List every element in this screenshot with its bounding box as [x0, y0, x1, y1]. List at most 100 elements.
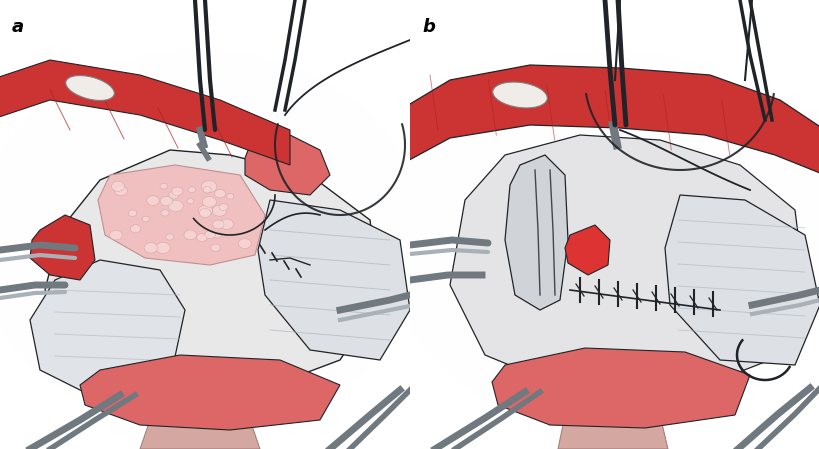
Ellipse shape: [198, 205, 212, 216]
Ellipse shape: [0, 49, 424, 431]
Ellipse shape: [147, 196, 159, 205]
Ellipse shape: [111, 181, 124, 191]
Ellipse shape: [156, 242, 170, 254]
Polygon shape: [140, 415, 260, 449]
Ellipse shape: [423, 81, 796, 399]
Ellipse shape: [203, 187, 211, 193]
Ellipse shape: [514, 158, 705, 321]
Ellipse shape: [172, 187, 183, 196]
Ellipse shape: [482, 131, 737, 349]
Ellipse shape: [219, 219, 233, 229]
Ellipse shape: [56, 118, 344, 362]
Polygon shape: [664, 195, 819, 365]
Polygon shape: [30, 215, 95, 280]
Ellipse shape: [13, 81, 387, 399]
Ellipse shape: [492, 140, 726, 340]
Ellipse shape: [212, 205, 226, 216]
Ellipse shape: [66, 127, 333, 353]
Ellipse shape: [433, 90, 785, 390]
Ellipse shape: [519, 163, 699, 317]
Ellipse shape: [18, 86, 381, 394]
Ellipse shape: [88, 145, 311, 335]
Ellipse shape: [503, 150, 716, 330]
Ellipse shape: [0, 67, 403, 413]
Ellipse shape: [165, 234, 174, 240]
Ellipse shape: [201, 180, 216, 193]
Ellipse shape: [130, 224, 141, 233]
Ellipse shape: [39, 104, 360, 376]
Ellipse shape: [110, 230, 122, 240]
Ellipse shape: [169, 191, 179, 199]
Ellipse shape: [219, 203, 228, 211]
Ellipse shape: [438, 95, 780, 385]
Ellipse shape: [210, 244, 220, 251]
Ellipse shape: [486, 136, 731, 344]
Ellipse shape: [497, 145, 721, 335]
Polygon shape: [400, 65, 819, 175]
Ellipse shape: [0, 63, 408, 417]
Ellipse shape: [412, 72, 807, 408]
Ellipse shape: [226, 194, 233, 199]
Ellipse shape: [401, 63, 817, 417]
Ellipse shape: [29, 95, 370, 385]
Ellipse shape: [187, 198, 193, 204]
Ellipse shape: [142, 216, 149, 221]
Ellipse shape: [428, 86, 790, 394]
Ellipse shape: [7, 76, 392, 404]
Ellipse shape: [202, 197, 216, 207]
Ellipse shape: [214, 232, 221, 238]
Ellipse shape: [205, 230, 215, 239]
Ellipse shape: [238, 239, 251, 249]
Ellipse shape: [396, 58, 819, 422]
Ellipse shape: [199, 208, 210, 217]
Ellipse shape: [115, 186, 127, 196]
Ellipse shape: [406, 67, 812, 413]
Ellipse shape: [144, 242, 157, 253]
Ellipse shape: [66, 75, 114, 101]
Ellipse shape: [385, 49, 819, 431]
Ellipse shape: [0, 53, 419, 427]
Ellipse shape: [524, 167, 695, 313]
Ellipse shape: [2, 72, 397, 408]
Text: b: b: [422, 18, 434, 36]
Ellipse shape: [110, 163, 290, 317]
Ellipse shape: [492, 82, 546, 108]
Polygon shape: [30, 260, 185, 400]
Ellipse shape: [93, 150, 306, 330]
Ellipse shape: [115, 167, 285, 313]
Ellipse shape: [391, 53, 819, 427]
Ellipse shape: [161, 196, 172, 206]
Ellipse shape: [51, 113, 349, 367]
Ellipse shape: [125, 177, 274, 303]
Ellipse shape: [471, 122, 748, 358]
Ellipse shape: [212, 220, 224, 229]
Ellipse shape: [128, 210, 137, 216]
Ellipse shape: [72, 131, 328, 349]
Ellipse shape: [34, 99, 365, 381]
Polygon shape: [557, 410, 667, 449]
Ellipse shape: [160, 183, 167, 189]
Ellipse shape: [45, 108, 355, 372]
Polygon shape: [45, 150, 379, 390]
Text: a: a: [12, 18, 24, 36]
Ellipse shape: [417, 76, 802, 404]
Ellipse shape: [83, 140, 317, 340]
Polygon shape: [450, 135, 804, 395]
Polygon shape: [491, 348, 749, 428]
Polygon shape: [0, 60, 290, 165]
Polygon shape: [98, 165, 265, 265]
Ellipse shape: [77, 136, 322, 344]
Ellipse shape: [98, 154, 301, 326]
Ellipse shape: [541, 181, 678, 299]
Polygon shape: [505, 155, 568, 310]
Ellipse shape: [444, 99, 775, 381]
Polygon shape: [80, 355, 340, 430]
Polygon shape: [245, 135, 329, 195]
Ellipse shape: [215, 189, 225, 198]
Ellipse shape: [476, 127, 743, 353]
Ellipse shape: [465, 118, 753, 362]
Ellipse shape: [455, 108, 764, 372]
Ellipse shape: [161, 210, 169, 216]
Ellipse shape: [460, 113, 758, 367]
Ellipse shape: [530, 172, 689, 308]
